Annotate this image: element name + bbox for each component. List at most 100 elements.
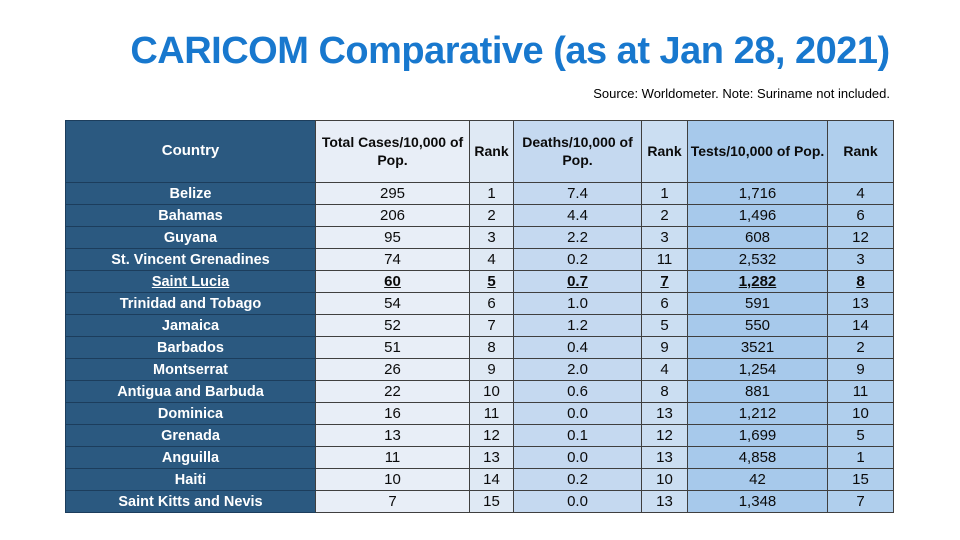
table-header: Country Total Cases/10,000 of Pop. Rank …: [65, 120, 894, 183]
cell-cases-rank: 12: [469, 424, 514, 447]
cell-deaths: 2.2: [513, 226, 642, 249]
cell-cases-rank: 4: [469, 248, 514, 271]
cell-tests: 550: [687, 314, 828, 337]
cell-deaths-rank: 13: [641, 490, 688, 513]
cell-deaths-rank: 2: [641, 204, 688, 227]
cell-cases-rank: 15: [469, 490, 514, 513]
header-cases-rank: Rank: [469, 120, 514, 183]
header-country: Country: [65, 120, 316, 183]
cell-country: Montserrat: [65, 358, 316, 381]
cell-tests-rank: 4: [827, 182, 894, 205]
cell-cases-rank: 7: [469, 314, 514, 337]
cell-cases-rank: 2: [469, 204, 514, 227]
cell-tests: 1,716: [687, 182, 828, 205]
cell-cases-rank: 6: [469, 292, 514, 315]
cell-country: Grenada: [65, 424, 316, 447]
cell-deaths: 0.6: [513, 380, 642, 403]
cell-tests-rank: 10: [827, 402, 894, 425]
cell-tests-rank: 1: [827, 446, 894, 469]
cell-cases-rank: 9: [469, 358, 514, 381]
cell-cases-rank: 8: [469, 336, 514, 359]
cell-tests: 42: [687, 468, 828, 491]
page-title: CARICOM Comparative (as at Jan 28, 2021): [130, 30, 890, 72]
cell-cases-rank: 3: [469, 226, 514, 249]
cell-tests-rank: 12: [827, 226, 894, 249]
table-row: Guyana 95 3 2.2 3 608 12: [65, 226, 894, 249]
cell-cases: 51: [315, 336, 470, 359]
cell-cases: 206: [315, 204, 470, 227]
table-row: Jamaica 52 7 1.2 5 550 14: [65, 314, 894, 337]
cell-tests-rank: 7: [827, 490, 894, 513]
cell-cases: 11: [315, 446, 470, 469]
cell-deaths: 0.0: [513, 446, 642, 469]
cell-cases: 52: [315, 314, 470, 337]
cell-cases: 10: [315, 468, 470, 491]
table-header-row: Country Total Cases/10,000 of Pop. Rank …: [65, 120, 894, 183]
cell-tests: 2,532: [687, 248, 828, 271]
cell-deaths-rank: 5: [641, 314, 688, 337]
cell-tests-rank: 9: [827, 358, 894, 381]
header-total-cases: Total Cases/10,000 of Pop.: [315, 120, 470, 183]
cell-deaths: 0.7: [513, 270, 642, 293]
cell-tests-rank: 14: [827, 314, 894, 337]
cell-tests: 1,212: [687, 402, 828, 425]
cell-cases: 54: [315, 292, 470, 315]
cell-cases-rank: 11: [469, 402, 514, 425]
table-row: Bahamas 206 2 4.4 2 1,496 6: [65, 204, 894, 227]
cell-deaths-rank: 11: [641, 248, 688, 271]
cell-country: Saint Lucia: [65, 270, 316, 293]
cell-tests: 1,699: [687, 424, 828, 447]
cell-deaths-rank: 1: [641, 182, 688, 205]
cell-cases: 22: [315, 380, 470, 403]
cell-cases: 295: [315, 182, 470, 205]
cell-tests: 591: [687, 292, 828, 315]
cell-deaths: 0.0: [513, 490, 642, 513]
cell-cases: 16: [315, 402, 470, 425]
cell-deaths: 0.2: [513, 468, 642, 491]
cell-deaths-rank: 3: [641, 226, 688, 249]
cell-deaths: 0.4: [513, 336, 642, 359]
cell-country: Antigua and Barbuda: [65, 380, 316, 403]
cell-tests: 1,348: [687, 490, 828, 513]
cell-country: Saint Kitts and Nevis: [65, 490, 316, 513]
cell-country: St. Vincent Grenadines: [65, 248, 316, 271]
cell-cases-rank: 5: [469, 270, 514, 293]
cell-country: Trinidad and Tobago: [65, 292, 316, 315]
cell-cases: 60: [315, 270, 470, 293]
cell-deaths-rank: 12: [641, 424, 688, 447]
cell-deaths-rank: 9: [641, 336, 688, 359]
table-row: Barbados 51 8 0.4 9 3521 2: [65, 336, 894, 359]
cell-tests-rank: 8: [827, 270, 894, 293]
table-row: Anguilla 11 13 0.0 13 4,858 1: [65, 446, 894, 469]
cell-cases: 74: [315, 248, 470, 271]
cell-country: Bahamas: [65, 204, 316, 227]
cell-deaths: 1.2: [513, 314, 642, 337]
cell-tests-rank: 13: [827, 292, 894, 315]
cell-country: Dominica: [65, 402, 316, 425]
table-row: Saint Lucia 60 5 0.7 7 1,282 8: [65, 270, 894, 293]
cell-tests-rank: 3: [827, 248, 894, 271]
cell-cases-rank: 14: [469, 468, 514, 491]
cell-tests-rank: 6: [827, 204, 894, 227]
header-tests: Tests/10,000 of Pop.: [687, 120, 828, 183]
cell-tests: 881: [687, 380, 828, 403]
cell-tests: 4,858: [687, 446, 828, 469]
cell-deaths-rank: 7: [641, 270, 688, 293]
cell-deaths: 4.4: [513, 204, 642, 227]
table-row: Antigua and Barbuda 22 10 0.6 8 881 11: [65, 380, 894, 403]
cell-cases: 7: [315, 490, 470, 513]
table-body: Belize 295 1 7.4 1 1,716 4 Bahamas 206 2 4.4 2 1,496…: [65, 182, 894, 513]
cell-cases: 26: [315, 358, 470, 381]
cell-country: Anguilla: [65, 446, 316, 469]
header-tests-rank: Rank: [827, 120, 894, 183]
cell-tests-rank: 11: [827, 380, 894, 403]
table-row: Saint Kitts and Nevis 7 15 0.0 13 1,348 7: [65, 490, 894, 513]
cell-deaths: 1.0: [513, 292, 642, 315]
table-row: St. Vincent Grenadines 74 4 0.2 11 2,532 3: [65, 248, 894, 271]
cell-cases: 13: [315, 424, 470, 447]
cell-deaths-rank: 6: [641, 292, 688, 315]
cell-tests: 1,254: [687, 358, 828, 381]
cell-deaths-rank: 8: [641, 380, 688, 403]
table-row: Trinidad and Tobago 54 6 1.0 6 591 13: [65, 292, 894, 315]
cell-tests: 1,496: [687, 204, 828, 227]
